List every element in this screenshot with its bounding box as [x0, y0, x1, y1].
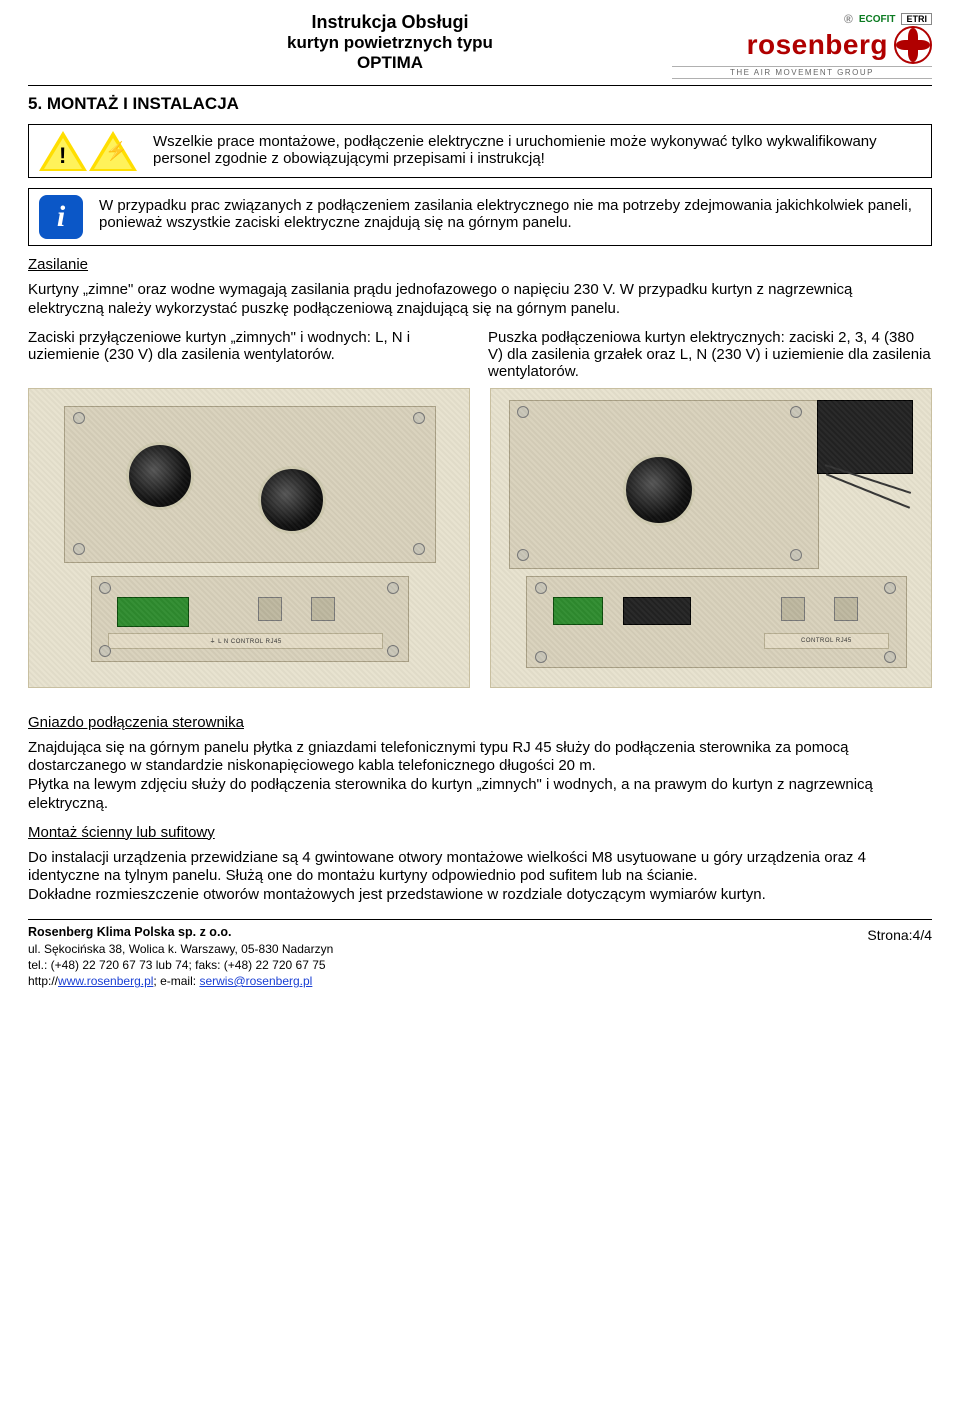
warning-notice: ! ⚡ Wszelkie prace montażowe, podłączeni…: [28, 124, 932, 178]
terminal-label-right: CONTROL RJ45: [764, 633, 889, 649]
logo-tagline: THE AIR MOVEMENT GROUP: [672, 66, 932, 79]
subheading-gniazdo: Gniazdo podłączenia sterownika: [28, 714, 932, 731]
paragraph-montaz: Do instalacji urządzenia przewidziane są…: [28, 849, 932, 905]
footer-web-link[interactable]: www.rosenberg.pl: [58, 974, 153, 988]
fan-icon: [894, 26, 932, 64]
header-divider: [28, 85, 932, 86]
logo-badge-ecofit: ECOFIT: [859, 14, 896, 25]
footer-mail-prefix: ; e-mail:: [153, 974, 199, 988]
two-column-captions: Zaciski przyłączeniowe kurtyn „zimnych" …: [28, 329, 932, 380]
footer-phones: tel.: (+48) 22 720 67 73 lub 74; faks: (…: [28, 958, 326, 972]
header-title-3: OPTIMA: [108, 53, 672, 73]
page-footer: Rosenberg Klima Polska sp. z o.o. ul. Sę…: [28, 924, 932, 989]
info-icon-box: i: [29, 189, 93, 245]
photo-row: ⏚ L N CONTROL RJ45: [28, 388, 932, 688]
paragraph-gniazdo: Znajdująca się na górnym panelu płytka z…: [28, 739, 932, 814]
warning-triangle-icon: !: [39, 131, 87, 171]
footer-page-number: Strona:4/4: [867, 924, 932, 989]
paragraph-zasilanie: Kurtyny „zimne" oraz wodne wymagają zasi…: [28, 281, 932, 319]
photo-electric-junction-box: CONTROL RJ45: [490, 388, 932, 688]
caption-left: Zaciski przyłączeniowe kurtyn „zimnych" …: [28, 329, 472, 380]
footer-address: ul. Sękocińska 38, Wolica k. Warszawy, 0…: [28, 942, 333, 956]
info-notice: i W przypadku prac związanych z podłącze…: [28, 188, 932, 246]
brand-logo: ® ECOFIT ETRI rosenberg THE AIR MOVEMENT…: [672, 12, 932, 79]
footer-company: Rosenberg Klima Polska sp. z o.o.: [28, 925, 232, 939]
voltage-triangle-icon: ⚡: [89, 131, 137, 171]
warning-text: Wszelkie prace montażowe, podłączenie el…: [147, 125, 931, 177]
info-text: W przypadku prac związanych z podłączeni…: [93, 189, 931, 245]
subheading-zasilanie: Zasilanie: [28, 256, 932, 273]
logo-badge-etri: ETRI: [901, 13, 932, 25]
header-title-block: Instrukcja Obsługi kurtyn powietrznych t…: [108, 12, 672, 73]
registered-mark: ®: [844, 12, 853, 26]
info-icon: i: [39, 195, 83, 239]
header-title-2: kurtyn powietrznych typu: [108, 33, 672, 53]
caption-right: Puszka podłączeniowa kurtyn elektrycznyc…: [488, 329, 932, 380]
subheading-montaz: Montaż ścienny lub sufitowy: [28, 824, 932, 841]
footer-divider: [28, 919, 932, 920]
header-title-1: Instrukcja Obsługi: [108, 12, 672, 33]
section-heading: 5. MONTAŻ I INSTALACJA: [28, 94, 932, 114]
terminal-label-left: ⏚ L N CONTROL RJ45: [108, 633, 383, 649]
footer-web-prefix: http://: [28, 974, 58, 988]
footer-mail-link[interactable]: serwis@rosenberg.pl: [199, 974, 312, 988]
warning-icons: ! ⚡: [29, 125, 147, 177]
logo-wordmark: rosenberg: [747, 29, 888, 61]
document-header: Instrukcja Obsługi kurtyn powietrznych t…: [28, 12, 932, 79]
photo-cold-water-terminals: ⏚ L N CONTROL RJ45: [28, 388, 470, 688]
